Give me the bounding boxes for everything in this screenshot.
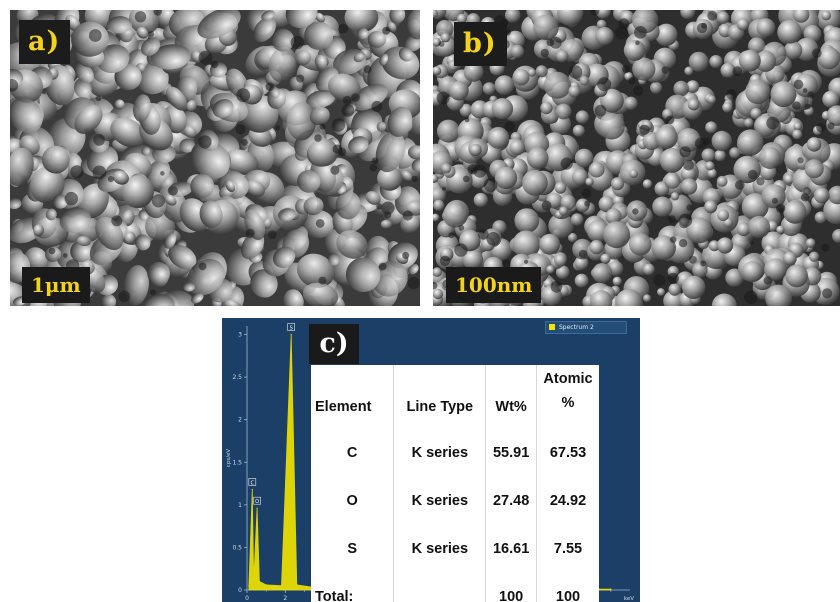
- panel-label-b: b): [454, 22, 507, 66]
- peak-tag-label: C: [251, 480, 255, 486]
- cell-total-wt: 100: [485, 565, 537, 602]
- spectrum-point: [251, 488, 253, 491]
- header-line-type: Line Type: [393, 365, 487, 421]
- peak-tag-box: [287, 323, 295, 331]
- table-row: C K series 55.91 67.53: [311, 421, 599, 469]
- y-tick-label: 2.5: [232, 374, 242, 381]
- cell-atomic: 67.53: [549, 445, 587, 461]
- cell-atomic: 7.55: [553, 541, 583, 557]
- y-tick-label: 2: [238, 417, 242, 424]
- cell-line-type: K series: [393, 421, 487, 469]
- particle-texture: [10, 10, 420, 306]
- y-tick-label: 1: [238, 502, 242, 509]
- legend-swatch: [549, 324, 555, 330]
- y-axis-label: cps/eV: [226, 449, 232, 468]
- cell-wt: 16.61: [485, 517, 537, 565]
- spectrum-point: [290, 333, 292, 336]
- spectrum-point: [280, 585, 283, 587]
- table-header-row: Element Line Type Wt% Atomic %: [311, 365, 599, 421]
- y-tick-label: 1.5: [232, 459, 242, 466]
- y-tick-label: 3: [238, 332, 242, 339]
- x-tick-label: 0: [245, 595, 249, 602]
- spectrum-point: [248, 585, 250, 587]
- cell-element: C: [311, 421, 395, 469]
- spectrum-point: [253, 579, 255, 581]
- cell-atomic: 24.92: [549, 493, 587, 509]
- y-tick-label: 0: [238, 587, 242, 594]
- cell-element: S: [311, 517, 395, 565]
- sem-image-a: a) 1μm: [10, 10, 420, 306]
- cell-wt: 55.91: [485, 421, 537, 469]
- cell-total-label: Total:: [311, 565, 395, 602]
- peak-tag-box: [248, 478, 257, 486]
- header-wt: Wt%: [485, 365, 537, 421]
- cell-element: O: [311, 469, 395, 517]
- cell-line-type: K series: [393, 469, 487, 517]
- peak-tag-box: [253, 496, 261, 505]
- peak-tag-label: O: [255, 499, 259, 505]
- spectrum-point: [256, 507, 258, 509]
- table-total-row: Total: 100 100: [311, 565, 599, 602]
- y-tick-label: 0.5: [232, 544, 242, 551]
- x-tick-label: 2: [283, 595, 287, 602]
- scale-bar-label-b: 100nm: [446, 267, 542, 303]
- cell-wt: 27.48: [485, 469, 537, 517]
- spectrum-legend: Spectrum 2: [545, 321, 627, 334]
- cell-total-atomic: 100: [555, 589, 581, 602]
- spectrum-point: [265, 584, 267, 586]
- spectrum-point: [296, 584, 298, 586]
- panel-label-a: a): [19, 20, 71, 64]
- table-row: O K series 27.48 24.92: [311, 469, 599, 517]
- legend-label: Spectrum 2: [559, 324, 594, 331]
- spectrum-point: [258, 580, 260, 583]
- header-element: Element: [311, 365, 395, 421]
- cell-total-line-type: [393, 565, 487, 602]
- sem-image-b: b) 100nm: [433, 10, 840, 306]
- composition-table: Element Line Type Wt% Atomic % C K serie…: [311, 365, 599, 602]
- sem-micrograph-a: [10, 10, 420, 306]
- header-atomic: Atomic %: [543, 371, 593, 411]
- scale-bar-label-a: 1μm: [22, 267, 90, 303]
- panel-label-c: c): [309, 324, 359, 364]
- table-row: S K series 16.61 7.55: [311, 517, 599, 565]
- peak-tag-label: S: [290, 325, 293, 331]
- cell-line-type: K series: [393, 517, 487, 565]
- x-axis-label: keV: [624, 596, 634, 602]
- eds-spectrum-panel: 00.511.522.53024681012141618cps/eVkeVCOS…: [222, 318, 640, 602]
- spectrum-point: [610, 588, 612, 590]
- sem-micrograph-b: [433, 10, 840, 306]
